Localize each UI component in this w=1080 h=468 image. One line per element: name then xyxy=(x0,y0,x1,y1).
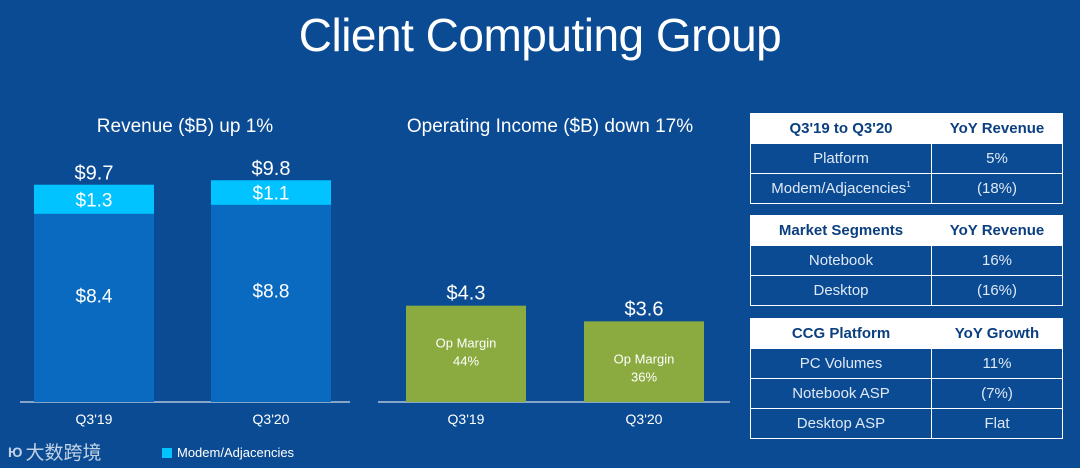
legend-label-modem: Modem/Adjacencies xyxy=(177,445,295,460)
op-income-x-tick-label: Q3'20 xyxy=(626,411,663,427)
table-header-cell: CCG Platform xyxy=(750,318,932,349)
revenue-bar-platform xyxy=(34,213,154,402)
table-cell: 16% xyxy=(931,245,1063,276)
table-row: Modem/Adjacencies1 (18%) xyxy=(750,173,1063,204)
op-margin-label: Op Margin xyxy=(436,336,497,351)
table-header-cell: YoY Revenue xyxy=(931,215,1063,246)
table-cell: (7%) xyxy=(931,378,1063,409)
revenue-modem-label: $1.3 xyxy=(76,190,113,211)
table-row: PC Volumes 11% xyxy=(750,348,1063,379)
table-header-row: CCG Platform YoY Growth xyxy=(750,318,1063,349)
table-row: Notebook ASP (7%) xyxy=(750,378,1063,409)
legend-swatch-modem xyxy=(162,447,172,458)
revenue-platform-label: $8.4 xyxy=(76,287,113,308)
revenue-chart-title: Revenue ($B) up 1% xyxy=(96,116,274,137)
table-cell: Modem/Adjacencies1 xyxy=(750,173,932,204)
table-header-cell: Q3'19 to Q3'20 xyxy=(750,113,932,144)
ccg-platform-table: CCG Platform YoY Growth PC Volumes 11% N… xyxy=(750,318,1063,439)
op-margin-value: 44% xyxy=(453,354,479,369)
table-header-row: Market Segments YoY Revenue xyxy=(750,215,1063,246)
op-income-chart-title: Operating Income ($B) down 17% xyxy=(406,116,694,137)
table-header-cell: Market Segments xyxy=(750,215,932,246)
table-cell: Notebook xyxy=(750,245,932,276)
table-cell: 11% xyxy=(931,348,1063,379)
table-row: Desktop (16%) xyxy=(750,275,1063,306)
revenue-platform-label: $8.8 xyxy=(253,282,290,303)
page-title: Client Computing Group xyxy=(298,9,782,61)
table-cell: 5% xyxy=(931,143,1063,174)
revenue-bar-modem xyxy=(211,180,331,205)
table-row: Platform 5% xyxy=(750,143,1063,174)
revenue-x-tick-label: Q3'19 xyxy=(76,411,113,427)
table-header-cell: YoY Growth xyxy=(931,318,1063,349)
table-cell: Flat xyxy=(931,408,1063,439)
table-cell: (16%) xyxy=(931,275,1063,306)
table-header-cell: YoY Revenue xyxy=(931,113,1063,144)
revenue-bar-platform xyxy=(211,204,331,402)
op-income-bar xyxy=(584,321,704,402)
op-income-value-label: $3.6 xyxy=(625,298,664,320)
table-row: Notebook 16% xyxy=(750,245,1063,276)
chart-legend: Modem/Adjacencies xyxy=(162,445,294,460)
table-cell: Notebook ASP xyxy=(750,378,932,409)
table-cell: Desktop xyxy=(750,275,932,306)
watermark-logo-icon: Ю xyxy=(8,443,22,460)
table-cell: Platform xyxy=(750,143,932,174)
revenue-x-tick-label: Q3'20 xyxy=(253,411,290,427)
table-cell-text: Modem/Adjacencies xyxy=(771,180,907,197)
revenue-bar-modem xyxy=(34,184,154,214)
table-cell: (18%) xyxy=(931,173,1063,204)
revenue-modem-label: $1.1 xyxy=(253,184,290,205)
revenue-total-label: $9.7 xyxy=(75,163,114,185)
table-row: Desktop ASP Flat xyxy=(750,408,1063,439)
op-margin-label: Op Margin xyxy=(614,351,675,366)
yoy-revenue-table: Q3'19 to Q3'20 YoY Revenue Platform 5% M… xyxy=(750,113,1063,204)
op-margin-value: 36% xyxy=(631,369,657,384)
footnote-marker: 1 xyxy=(906,180,911,189)
op-income-x-tick-label: Q3'19 xyxy=(448,411,485,427)
op-income-bar xyxy=(406,305,526,402)
op-income-value-label: $4.3 xyxy=(447,283,486,305)
revenue-total-label: $9.8 xyxy=(252,158,291,180)
watermark-text: 大数跨境 xyxy=(25,443,102,464)
market-segments-table: Market Segments YoY Revenue Notebook 16%… xyxy=(750,215,1063,306)
table-cell: Desktop ASP xyxy=(750,408,932,439)
table-header-row: Q3'19 to Q3'20 YoY Revenue xyxy=(750,113,1063,144)
table-cell: PC Volumes xyxy=(750,348,932,379)
watermark: Ю 大数跨境 xyxy=(8,438,101,465)
